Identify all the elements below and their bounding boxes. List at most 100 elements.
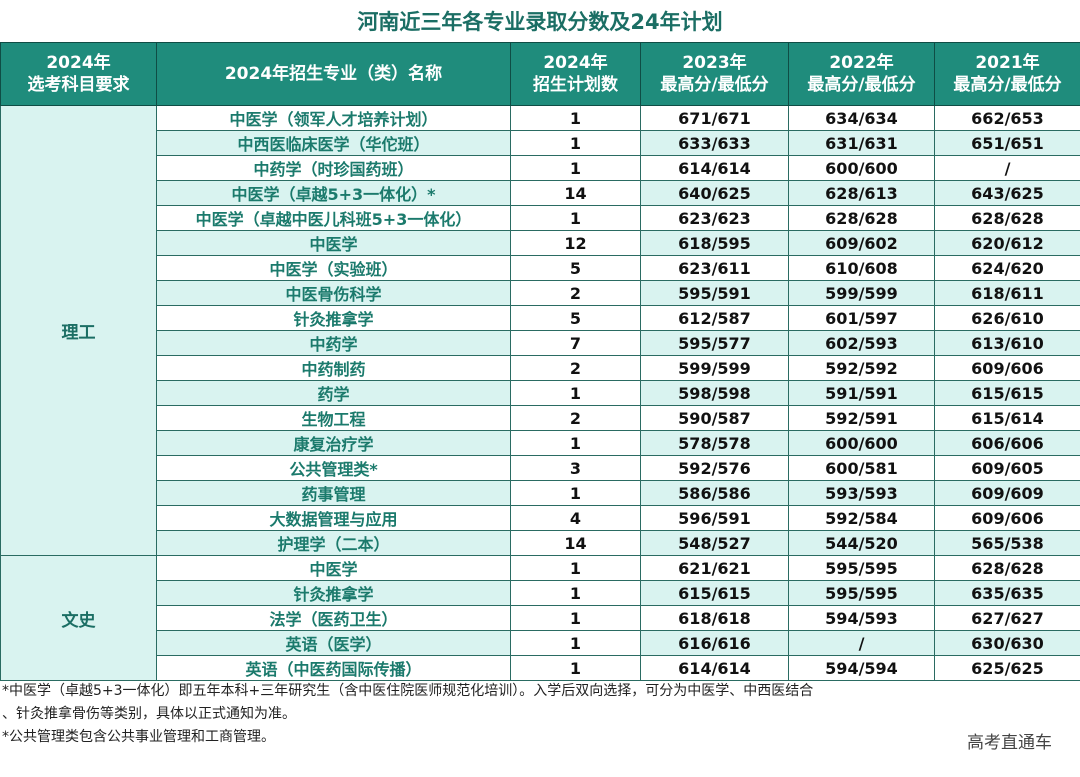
table-row: 针灸推拿学 5 612/587 601/597 626/610 — [1, 305, 1080, 331]
score-2022-cell: 595/595 — [788, 555, 935, 581]
plan-count-cell: 1 — [510, 580, 641, 606]
score-2022-cell: 609/602 — [788, 230, 935, 256]
page-title: 河南近三年各专业录取分数及24年计划 — [357, 10, 723, 34]
score-2021-cell: 628/628 — [934, 555, 1080, 581]
plan-count-cell: 2 — [510, 405, 641, 431]
score-2021-cell: 620/612 — [934, 230, 1080, 256]
score-2023-cell: 596/591 — [640, 505, 789, 531]
table-row: 康复治疗学 1 578/578 600/600 606/606 — [1, 430, 1080, 456]
score-2021-cell: 643/625 — [934, 180, 1080, 206]
plan-count-cell: 12 — [510, 230, 641, 256]
score-2023-cell: 595/577 — [640, 330, 789, 356]
plan-count-cell: 1 — [510, 605, 641, 631]
major-name-cell: 中药学（时珍国药班） — [156, 155, 511, 181]
major-name-cell: 康复治疗学 — [156, 430, 511, 456]
score-2021-cell: 609/606 — [934, 505, 1080, 531]
score-2021-cell: 626/610 — [934, 305, 1080, 331]
score-2023-cell: 640/625 — [640, 180, 789, 206]
major-name-cell: 中医骨伤科学 — [156, 280, 511, 306]
score-2023-cell: 615/615 — [640, 580, 789, 606]
table-row: 中药学（时珍国药班） 1 614/614 600/600/ — [1, 155, 1080, 181]
score-2023-cell: 618/595 — [640, 230, 789, 256]
score-2022-cell: 628/628 — [788, 205, 935, 231]
table-row: 中药制药 2 599/599 592/592 609/606 — [1, 355, 1080, 381]
score-2021-cell: 606/606 — [934, 430, 1080, 456]
score-2021-cell: 662/653 — [934, 105, 1080, 131]
score-2023-cell: 592/576 — [640, 455, 789, 481]
score-2021-cell: 609/609 — [934, 480, 1080, 506]
plan-count-cell: 1 — [510, 130, 641, 156]
table-row: 中医学 12 618/595 609/602 620/612 — [1, 230, 1080, 256]
score-2022-cell: 592/592 — [788, 355, 935, 381]
score-2021-cell: 628/628 — [934, 205, 1080, 231]
score-2023-cell: 586/586 — [640, 480, 789, 506]
plan-count-cell: 1 — [510, 480, 641, 506]
table-row: 生物工程 2 590/587 592/591 615/614 — [1, 405, 1080, 431]
score-2021-cell: 613/610 — [934, 330, 1080, 356]
score-2022-cell: 628/613 — [788, 180, 935, 206]
score-2021-cell: / — [934, 155, 1080, 181]
table-row: 英语（医学） 1 616/616/630/630 — [1, 630, 1080, 656]
score-2022-cell: 631/631 — [788, 130, 935, 156]
header-2023-scores: 2023年 最高分/最低分 — [640, 42, 789, 106]
plan-count-cell: 7 — [510, 330, 641, 356]
score-2022-cell: 600/600 — [788, 155, 935, 181]
score-2023-cell: 598/598 — [640, 380, 789, 406]
score-2022-cell: 601/597 — [788, 305, 935, 331]
plan-count-cell: 1 — [510, 155, 641, 181]
score-2023-cell: 595/591 — [640, 280, 789, 306]
score-2023-cell: 578/578 — [640, 430, 789, 456]
table-row: 中西医临床医学（华佗班） 1 633/633 631/631 651/651 — [1, 130, 1080, 156]
score-2022-cell: 594/594 — [788, 655, 935, 681]
table-row: 英语（中医药国际传播） 1 614/614 594/594 625/625 — [1, 655, 1080, 681]
major-name-cell: 中医学 — [156, 555, 511, 581]
score-2023-cell: 548/527 — [640, 530, 789, 556]
score-2023-cell: 599/599 — [640, 355, 789, 381]
table-row: 中医骨伤科学 2 595/591 599/599 618/611 — [1, 280, 1080, 306]
major-name-cell: 中医学（领军人才培养计划） — [156, 105, 511, 131]
admission-table: 2024年 选考科目要求 2024年招生专业（类）名称 2024年 招生计划数 20… — [0, 42, 1080, 681]
plan-count-cell: 3 — [510, 455, 641, 481]
score-2023-cell: 621/621 — [640, 555, 789, 581]
header-2021-scores: 2021年 最高分/最低分 — [934, 42, 1080, 106]
plan-count-cell: 1 — [510, 430, 641, 456]
watermark-brand: 高考直通车 — [967, 733, 1052, 753]
table-row: 法学（医药卫生） 1 618/618 594/593 627/627 — [1, 605, 1080, 631]
major-name-cell: 中医学 — [156, 230, 511, 256]
score-2022-cell: 599/599 — [788, 280, 935, 306]
plan-count-cell: 14 — [510, 530, 641, 556]
major-name-cell: 生物工程 — [156, 405, 511, 431]
footnote-line: 、针灸推拿骨伤等类别，具体以正式通知为准。 — [2, 706, 296, 722]
major-name-cell: 中药学 — [156, 330, 511, 356]
score-2023-cell: 614/614 — [640, 155, 789, 181]
score-2021-cell: 615/615 — [934, 380, 1080, 406]
major-name-cell: 护理学（二本） — [156, 530, 511, 556]
subject-group-cell: 文史 — [0, 555, 157, 681]
plan-count-cell: 1 — [510, 105, 641, 131]
score-2021-cell: 625/625 — [934, 655, 1080, 681]
table-row: 公共管理类* 3 592/576 600/581 609/605 — [1, 455, 1080, 481]
major-name-cell: 英语（中医药国际传播） — [156, 655, 511, 681]
major-name-cell: 药学 — [156, 380, 511, 406]
plan-count-cell: 5 — [510, 305, 641, 331]
score-2023-cell: 614/614 — [640, 655, 789, 681]
score-2021-cell: 651/651 — [934, 130, 1080, 156]
score-2023-cell: 623/623 — [640, 205, 789, 231]
score-2022-cell: 600/581 — [788, 455, 935, 481]
score-2021-cell: 627/627 — [934, 605, 1080, 631]
plan-count-cell: 2 — [510, 280, 641, 306]
score-2022-cell: 592/591 — [788, 405, 935, 431]
score-2023-cell: 671/671 — [640, 105, 789, 131]
major-name-cell: 中西医临床医学（华佗班） — [156, 130, 511, 156]
table-row: 大数据管理与应用 4 596/591 592/584 609/606 — [1, 505, 1080, 531]
score-2022-cell: 600/600 — [788, 430, 935, 456]
score-2021-cell: 615/614 — [934, 405, 1080, 431]
footnote-line: *中医学（卓越5+3一体化）即五年本科+三年研究生（含中医住院医师规范化培训）。… — [2, 683, 814, 699]
score-2023-cell: 633/633 — [640, 130, 789, 156]
score-2022-cell: 594/593 — [788, 605, 935, 631]
score-2022-cell: 592/584 — [788, 505, 935, 531]
table-body: 理工 中医学（领军人才培养计划） 1 671/671 634/634 662/653 中西医… — [0, 105, 1080, 681]
score-2022-cell: 593/593 — [788, 480, 935, 506]
major-name-cell: 中医学（卓越中医儿科班5+3一体化） — [156, 205, 511, 231]
major-name-cell: 中医学（实验班） — [156, 255, 511, 281]
